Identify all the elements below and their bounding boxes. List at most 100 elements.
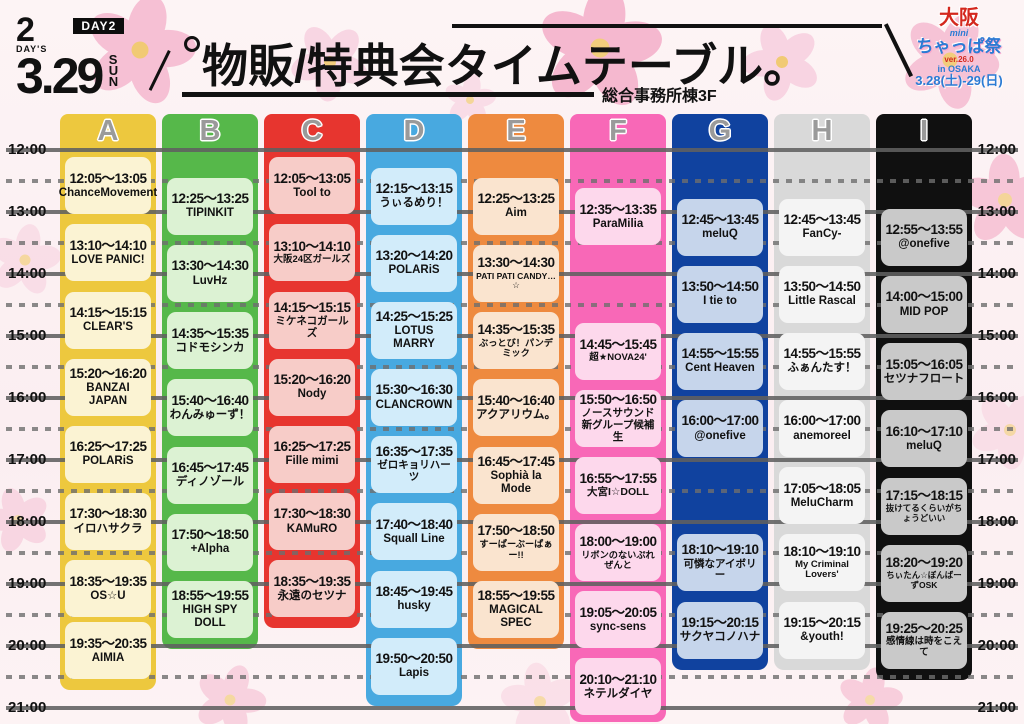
event-artist: 大阪24区ガールズ bbox=[273, 254, 351, 266]
event-artist: husky bbox=[397, 600, 431, 613]
event-artist: Lapis bbox=[398, 667, 430, 680]
event-artist: TIPINKIT bbox=[186, 207, 234, 220]
event-time: 15:05〜16:05 bbox=[885, 356, 963, 372]
badge-2days-number: 2 bbox=[16, 11, 35, 49]
event-block: 18:00〜19:00 リボンのないぷれぜんと bbox=[575, 524, 661, 581]
event-block: 12:35〜13:35 ParaMilia bbox=[575, 188, 661, 246]
event-block: 15:40〜16:40 わんみゅーず！ bbox=[167, 379, 253, 437]
event-block: 18:20〜19:20 ちぃたん☆ぼんばーずOSK bbox=[881, 544, 967, 602]
event-time: 17:30〜18:30 bbox=[69, 506, 147, 522]
event-block: 12:25〜13:25 TIPINKIT bbox=[167, 177, 253, 235]
event-time: 12:25〜13:25 bbox=[477, 191, 555, 207]
event-block: 14:55〜15:55 Cent Heaven bbox=[677, 332, 763, 390]
column-D-header: D bbox=[366, 114, 462, 148]
event-time: 13:10〜14:10 bbox=[273, 238, 351, 254]
event-block: 15:20〜16:20 BANZAI JAPAN bbox=[65, 358, 151, 416]
event-block: 13:50〜14:50 I tie to bbox=[677, 265, 763, 323]
event-block: 16:00〜17:00 @onefive bbox=[677, 400, 763, 457]
event-block: 18:35〜19:35 永遠のセツナ bbox=[269, 560, 355, 618]
time-label-right: 19:00 bbox=[977, 575, 1016, 592]
event-time: 15:20〜16:20 bbox=[273, 372, 351, 388]
event-block: 19:05〜20:05 sync-sens bbox=[575, 591, 661, 649]
event-block: 14:55〜15:55 ふぁんたす！ bbox=[779, 332, 865, 390]
event-artist: Tool to bbox=[293, 186, 331, 199]
time-label-right: 15:00 bbox=[977, 327, 1016, 344]
time-label-right: 13:00 bbox=[977, 203, 1016, 220]
event-block: 16:25〜17:25 Fille mimi bbox=[269, 425, 355, 483]
event-artist: Sophià la Mode bbox=[490, 469, 542, 495]
column-H-header: H bbox=[774, 114, 870, 148]
event-time: 17:15〜18:15 bbox=[885, 487, 963, 503]
event-time: 12:45〜13:45 bbox=[681, 211, 759, 227]
event-artist: Aim bbox=[505, 207, 527, 220]
event-block: 12:45〜13:45 FanCy- bbox=[779, 198, 865, 256]
event-time: 18:55〜19:55 bbox=[477, 587, 555, 603]
event-block: 19:25〜20:25 感情線は時をこえて bbox=[881, 611, 967, 669]
event-block: 15:30〜16:30 CLANCROWN bbox=[371, 369, 457, 426]
event-time: 14:00〜15:00 bbox=[885, 289, 963, 305]
event-block: 19:15〜20:15 サクヤコノハナ bbox=[677, 601, 763, 659]
logo-version: ver.26.0 bbox=[944, 55, 974, 65]
event-artist: セツナフロート bbox=[883, 372, 965, 385]
event-time: 16:00〜17:00 bbox=[783, 413, 861, 429]
event-time: 14:55〜15:55 bbox=[783, 346, 861, 362]
event-artist: OS☆U bbox=[90, 589, 126, 602]
event-time: 14:25〜15:25 bbox=[375, 308, 453, 324]
event-time: 14:15〜15:15 bbox=[69, 304, 147, 320]
event-time: 18:35〜19:35 bbox=[69, 573, 147, 589]
time-label-left: 20:00 bbox=[8, 637, 47, 654]
event-time: 18:45〜19:45 bbox=[375, 583, 453, 599]
event-block: 13:10〜14:10 大阪24区ガールズ bbox=[269, 224, 355, 282]
event-artist: LOVE PANIC! bbox=[71, 253, 145, 266]
event-artist: BANZAI JAPAN bbox=[86, 381, 130, 407]
event-artist: 可憐なアイボリー bbox=[683, 557, 757, 582]
column-G-header: G bbox=[672, 114, 768, 148]
event-time: 14:55〜15:55 bbox=[681, 346, 759, 362]
event-block: 17:50〜18:50 すーぱーぶーぱぁー!! bbox=[473, 513, 559, 571]
event-artist: 感情線は時をこえて bbox=[885, 636, 962, 658]
event-artist: meluQ bbox=[702, 228, 738, 241]
event-time: 16:45〜17:45 bbox=[171, 459, 249, 475]
event-block: 13:30〜14:30 LuvHz bbox=[167, 245, 253, 302]
event-block: 12:05〜13:05 Tool to bbox=[269, 157, 355, 215]
event-artist: CLEAR'S bbox=[82, 321, 133, 334]
time-label-left: 16:00 bbox=[8, 389, 47, 406]
event-artist: @onefive bbox=[898, 238, 950, 251]
event-block: 13:50〜14:50 Little Rascal bbox=[779, 265, 865, 323]
event-block: 15:40〜16:40 アクアリウム。 bbox=[473, 379, 559, 437]
event-time: 18:35〜19:35 bbox=[273, 573, 351, 589]
event-artist: MeluCharm bbox=[790, 496, 854, 509]
event-block: 13:10〜14:10 LOVE PANIC! bbox=[65, 224, 151, 282]
time-label-right: 18:00 bbox=[977, 513, 1016, 530]
event-block: 14:35〜15:35 コドモシンカ bbox=[167, 312, 253, 370]
event-block: 18:35〜19:35 OS☆U bbox=[65, 560, 151, 618]
logo-dates: 3.28(土)-29(日) bbox=[915, 73, 1003, 89]
event-time: 12:15〜13:15 bbox=[375, 180, 453, 196]
event-artist: @onefive bbox=[694, 429, 746, 442]
event-artist: ゼロキョリハーツ bbox=[377, 459, 451, 484]
event-time: 14:35〜15:35 bbox=[477, 321, 555, 337]
event-artist: FanCy- bbox=[802, 228, 842, 241]
event-time: 12:55〜13:55 bbox=[885, 222, 963, 238]
event-time: 16:00〜17:00 bbox=[681, 413, 759, 429]
event-time: 19:15〜20:15 bbox=[681, 614, 759, 630]
event-time: 16:35〜17:35 bbox=[375, 444, 453, 460]
column-I-header: I bbox=[876, 114, 972, 148]
event-block: 18:10〜19:10 可憐なアイボリー bbox=[677, 534, 763, 592]
event-artist: MAGICAL SPEC bbox=[489, 604, 543, 629]
time-label-left: 15:00 bbox=[8, 327, 47, 344]
event-time: 17:40〜18:40 bbox=[375, 516, 453, 532]
time-label-right: 12:00 bbox=[977, 141, 1016, 158]
event-block: 15:50〜16:50 ノースサウンド 新グループ候補生 bbox=[575, 389, 661, 447]
time-label-right: 20:00 bbox=[977, 637, 1016, 654]
event-artist: アクアリウム。 bbox=[476, 408, 556, 421]
hour-line bbox=[6, 644, 1018, 648]
event-time: 13:30〜14:30 bbox=[171, 258, 249, 274]
event-artist: anemoreel bbox=[793, 429, 851, 442]
event-artist: すーぱーぶーぱぁー!! bbox=[479, 539, 553, 560]
event-time: 14:45〜15:45 bbox=[579, 337, 657, 353]
event-block: 17:15〜18:15 抜けてるくらいがちょうどいい bbox=[881, 477, 967, 535]
event-time: 15:20〜16:20 bbox=[69, 365, 147, 381]
